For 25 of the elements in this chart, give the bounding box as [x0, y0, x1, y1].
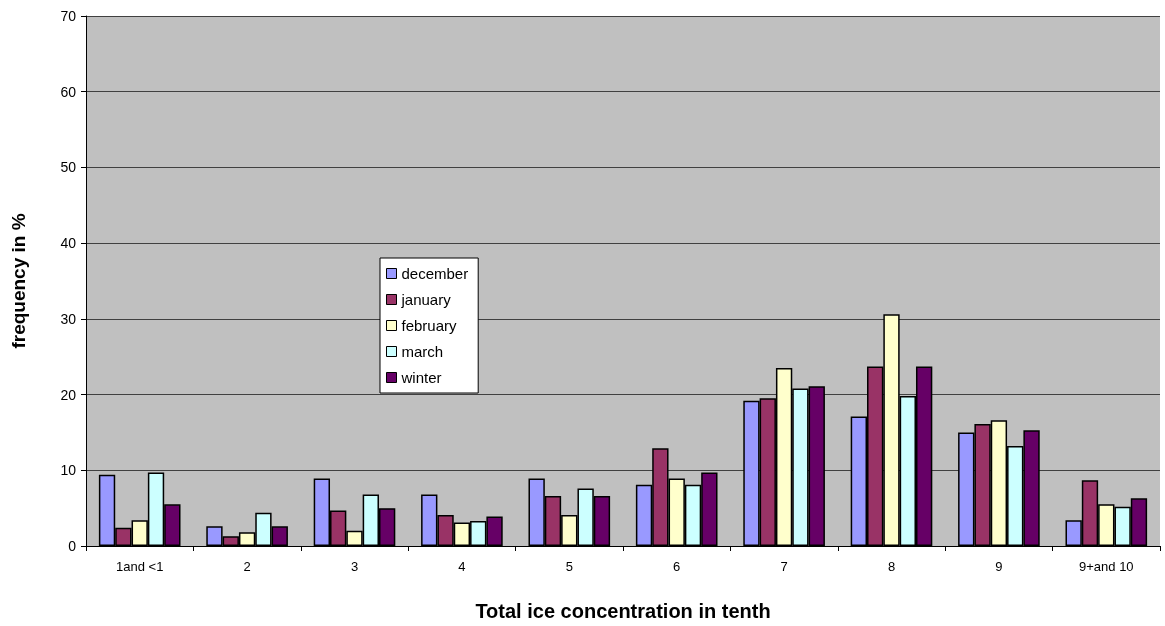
- y-tick-label: 0: [68, 538, 77, 554]
- x-tick-label: 4: [458, 559, 466, 574]
- legend-label: february: [401, 317, 458, 334]
- x-tick-label: 9+and 10: [1079, 559, 1134, 574]
- y-tick-label: 10: [60, 462, 77, 479]
- x-axis-title: Total ice concentration in tenth: [475, 600, 771, 622]
- x-tick-label: 1and <1: [116, 559, 164, 574]
- x-tick-label: 5: [565, 559, 573, 574]
- legend-label: winter: [400, 369, 442, 386]
- y-tick-label: 40: [60, 235, 77, 252]
- x-tick-label: 9: [995, 559, 1003, 574]
- y-tick-label: 30: [60, 310, 77, 327]
- y-axis-title: frequency in %: [8, 213, 29, 349]
- x-tick-label: 7: [780, 559, 788, 574]
- y-tick-label: 50: [60, 159, 77, 176]
- y-tick-label: 60: [60, 83, 77, 100]
- legend-label: march: [401, 343, 444, 360]
- legend-label: january: [400, 291, 452, 308]
- x-tick-label: 6: [673, 559, 681, 574]
- y-tick-label: 70: [60, 8, 77, 24]
- legend-label: december: [401, 265, 469, 282]
- x-tick-label: 2: [243, 559, 251, 574]
- x-tick-label: 3: [350, 559, 359, 574]
- y-tick-label: 20: [60, 386, 77, 403]
- x-tick-label: 8: [887, 559, 896, 574]
